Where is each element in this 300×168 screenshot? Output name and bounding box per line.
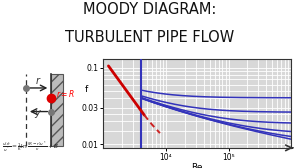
Text: $r = R$: $r = R$ (56, 88, 75, 99)
Bar (51, 74, 63, 146)
X-axis label: Re: Re (191, 163, 203, 168)
Text: r: r (35, 76, 39, 86)
Text: $\frac{u(r)}{u^*}=\frac{1}{K}\ln\frac{(R-r)u^*}{\nu}+B$: $\frac{u(r)}{u^*}=\frac{1}{K}\ln\frac{(R… (2, 139, 59, 155)
Text: f: f (85, 86, 88, 94)
Text: MOODY DIAGRAM:: MOODY DIAGRAM: (83, 2, 217, 17)
Text: y: y (34, 108, 40, 118)
Text: TURBULENT PIPE FLOW: TURBULENT PIPE FLOW (65, 30, 235, 45)
